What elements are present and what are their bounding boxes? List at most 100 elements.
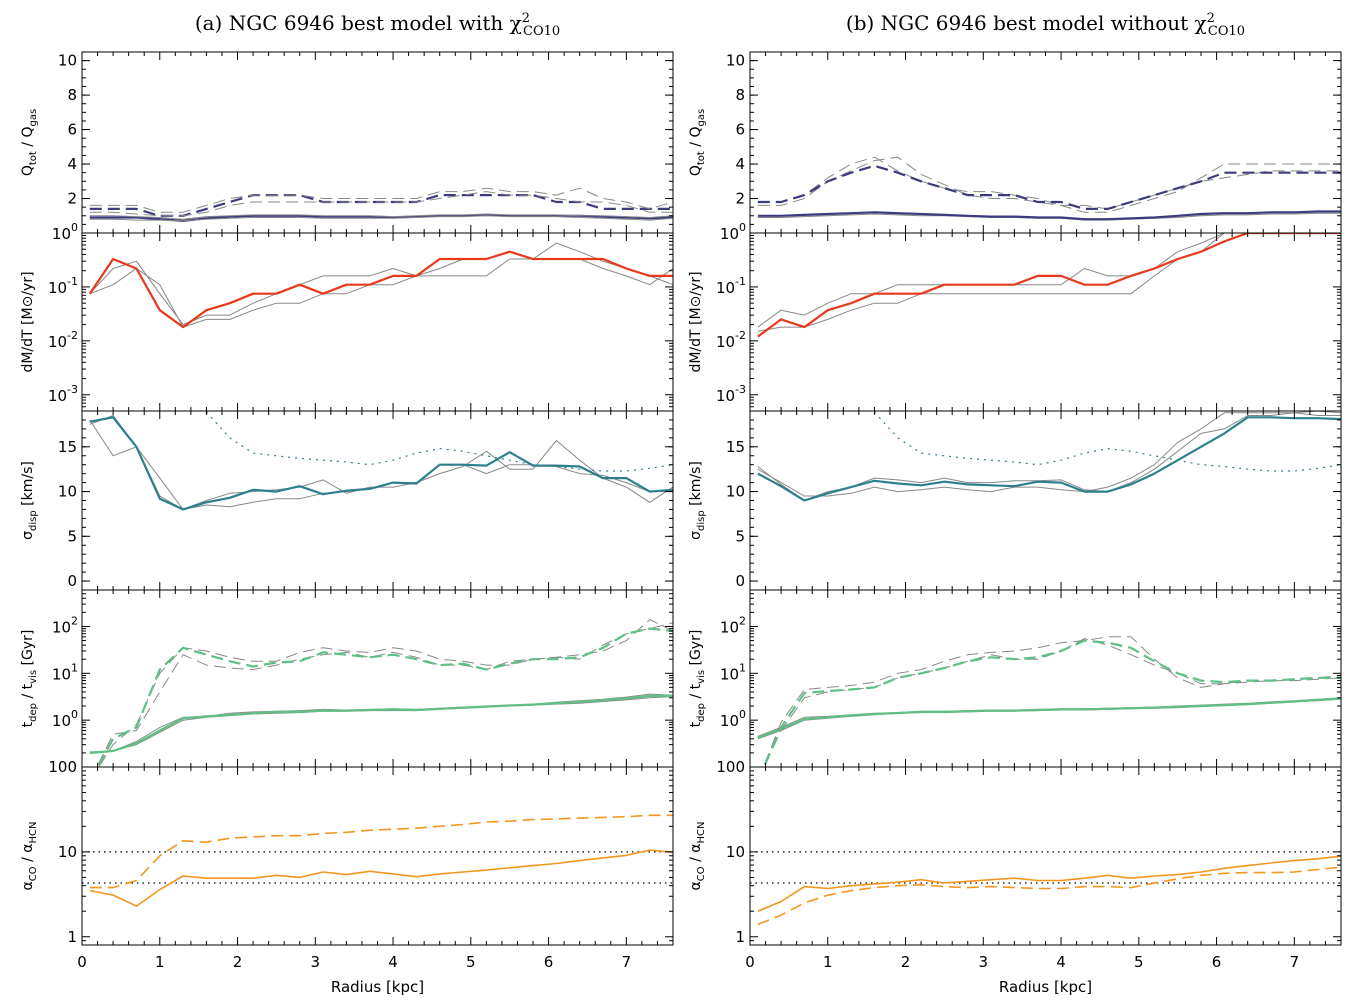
series-line-tdep-5	[762, 639, 1341, 767]
series-line-tdep-3	[96, 619, 673, 767]
subplot-mdot: 100 10-1 10-2 10-3 dM/dT [M⊙/yr]	[688, 221, 1342, 412]
series-line-alpha-1	[89, 814, 673, 889]
y-tick-label: 10	[58, 483, 77, 501]
x-tick-label: 0	[77, 953, 87, 971]
y-tick-label: 10-2	[716, 329, 746, 351]
x-tick-label: 5	[466, 953, 476, 971]
panel-a: (a) NGC 6946 best model with χ2 CO1010864…	[20, 11, 674, 996]
y-tick-label: 102	[52, 614, 78, 636]
series-line-tdep-2	[89, 694, 673, 754]
series-line-mdot-0	[89, 242, 673, 328]
plot-frame	[749, 51, 1342, 234]
y-tick-label: 1	[735, 928, 745, 946]
series-line-tdep-0	[757, 698, 1341, 740]
y-tick-label: 6	[735, 121, 745, 139]
y-tick-label: 6	[67, 121, 77, 139]
series-line-sigma-1	[89, 415, 673, 510]
y-axis-label: αCO / αHCN	[688, 822, 707, 891]
x-axis-label: Radius [kpc]	[999, 978, 1092, 996]
x-tick-label: 4	[388, 953, 398, 971]
x-tick-label: 6	[1212, 953, 1222, 971]
plot-frame	[81, 51, 674, 234]
y-tick-label: 101	[52, 661, 78, 683]
series-line-sigma-2	[89, 416, 673, 511]
series-line-sigma-0	[89, 419, 673, 510]
y-tick-label: 10	[58, 52, 77, 70]
series-line-mdot-0	[757, 233, 1341, 332]
series-line-sigma-3	[873, 411, 1341, 472]
y-tick-label: 100	[720, 708, 746, 730]
panel-title: (a) NGC 6946 best model with χ2 CO10	[195, 11, 560, 39]
y-tick-label: 0	[735, 572, 745, 590]
series-line-mdot-1	[757, 233, 1341, 328]
y-tick-label: 10	[726, 483, 745, 501]
y-tick-label: 10	[726, 843, 745, 861]
y-axis-label: dM/dT [M⊙/yr]	[688, 271, 704, 372]
y-tick-label: 10	[726, 52, 745, 70]
plot-frame	[749, 766, 1342, 946]
series-line-tdep-0	[89, 696, 673, 754]
plot-frame	[749, 410, 1342, 591]
y-tick-label: 8	[735, 86, 745, 104]
subplot-tdep: 102 101 100 tdep / tvis [Gyr]	[688, 589, 1342, 768]
series-line-tdep-2	[757, 697, 1341, 739]
series-line-alpha-1	[757, 866, 1341, 926]
y-tick-label: 2	[735, 190, 745, 208]
series-line-sigma-1	[757, 411, 1341, 501]
y-tick-label: 0	[67, 572, 77, 590]
x-tick-label: 7	[1290, 953, 1300, 971]
x-tick-label: 1	[155, 953, 165, 971]
series-line-q-3	[757, 156, 1341, 210]
series-line-q-1	[757, 210, 1341, 221]
y-tick-label: 100	[48, 758, 77, 776]
y-axis-label: αCO / αHCN	[20, 822, 39, 891]
x-tick-label: 0	[745, 953, 755, 971]
y-tick-label: 4	[67, 155, 77, 173]
y-axis-label: σdisp [km/s]	[688, 461, 707, 540]
y-axis-label: dM/dT [M⊙/yr]	[20, 271, 36, 372]
y-tick-label: 1	[67, 928, 77, 946]
series-line-alpha-0	[757, 855, 1341, 912]
subplot-alpha: 100 10 1 αCO / αHCN	[688, 758, 1342, 946]
plot-frame	[749, 589, 1342, 768]
series-line-alpha-0	[89, 849, 673, 907]
y-axis-label: Qtot / Qgas	[688, 109, 707, 176]
y-tick-label: 100	[52, 708, 78, 730]
series-line-sigma-0	[757, 412, 1341, 497]
y-tick-label: 10-3	[48, 383, 78, 405]
plot-frame	[81, 410, 674, 591]
subplot-alpha: 100 10 1 αCO / αHCN	[20, 758, 674, 946]
series-line-q-4	[89, 191, 673, 217]
x-tick-label: 2	[901, 953, 911, 971]
y-axis-label: σdisp [km/s]	[20, 461, 39, 540]
y-tick-label: 5	[735, 527, 745, 545]
y-tick-label: 100	[720, 221, 746, 243]
plot-frame	[81, 589, 674, 768]
y-axis-label: tdep / tvis [Gyr]	[20, 630, 39, 728]
series-line-q-2	[757, 156, 1341, 213]
series-line-sigma-2	[757, 416, 1341, 502]
series-line-tdep-4	[762, 636, 1341, 767]
subplot-mdot: 100 10-1 10-2 10-3 dM/dT [M⊙/yr]	[20, 221, 674, 412]
y-tick-label: 10	[58, 843, 77, 861]
series-line-mdot-2	[88, 250, 673, 329]
series-line-q-3	[89, 213, 673, 220]
y-tick-label: 10-3	[716, 383, 746, 405]
panel-title: (b) NGC 6946 best model without χ2 CO10	[846, 11, 1245, 39]
x-tick-label: 3	[979, 953, 989, 971]
subplot-sigma: 15 10 5 0 σdisp [km/s]	[20, 410, 674, 591]
series-line-q-5	[89, 187, 673, 213]
panel-b: (b) NGC 6946 best model without χ2 CO1010…	[688, 11, 1342, 996]
subplot-sigma: 15 10 5 0 σdisp [km/s]	[688, 410, 1342, 591]
y-tick-label: 10-1	[48, 275, 78, 297]
x-tick-label: 1	[823, 953, 833, 971]
x-axis-label: Radius [kpc]	[331, 978, 424, 996]
y-tick-label: 10-1	[716, 275, 746, 297]
x-tick-label: 4	[1056, 953, 1066, 971]
y-axis-label: Qtot / Qgas	[20, 109, 39, 176]
y-tick-label: 15	[58, 438, 77, 456]
subplot-q: 10 8 6 4 2 Qtot / Qgas	[20, 51, 674, 234]
y-tick-label: 15	[726, 438, 745, 456]
subplot-q: 10 8 6 4 2 Qtot / Qgas	[688, 51, 1342, 234]
